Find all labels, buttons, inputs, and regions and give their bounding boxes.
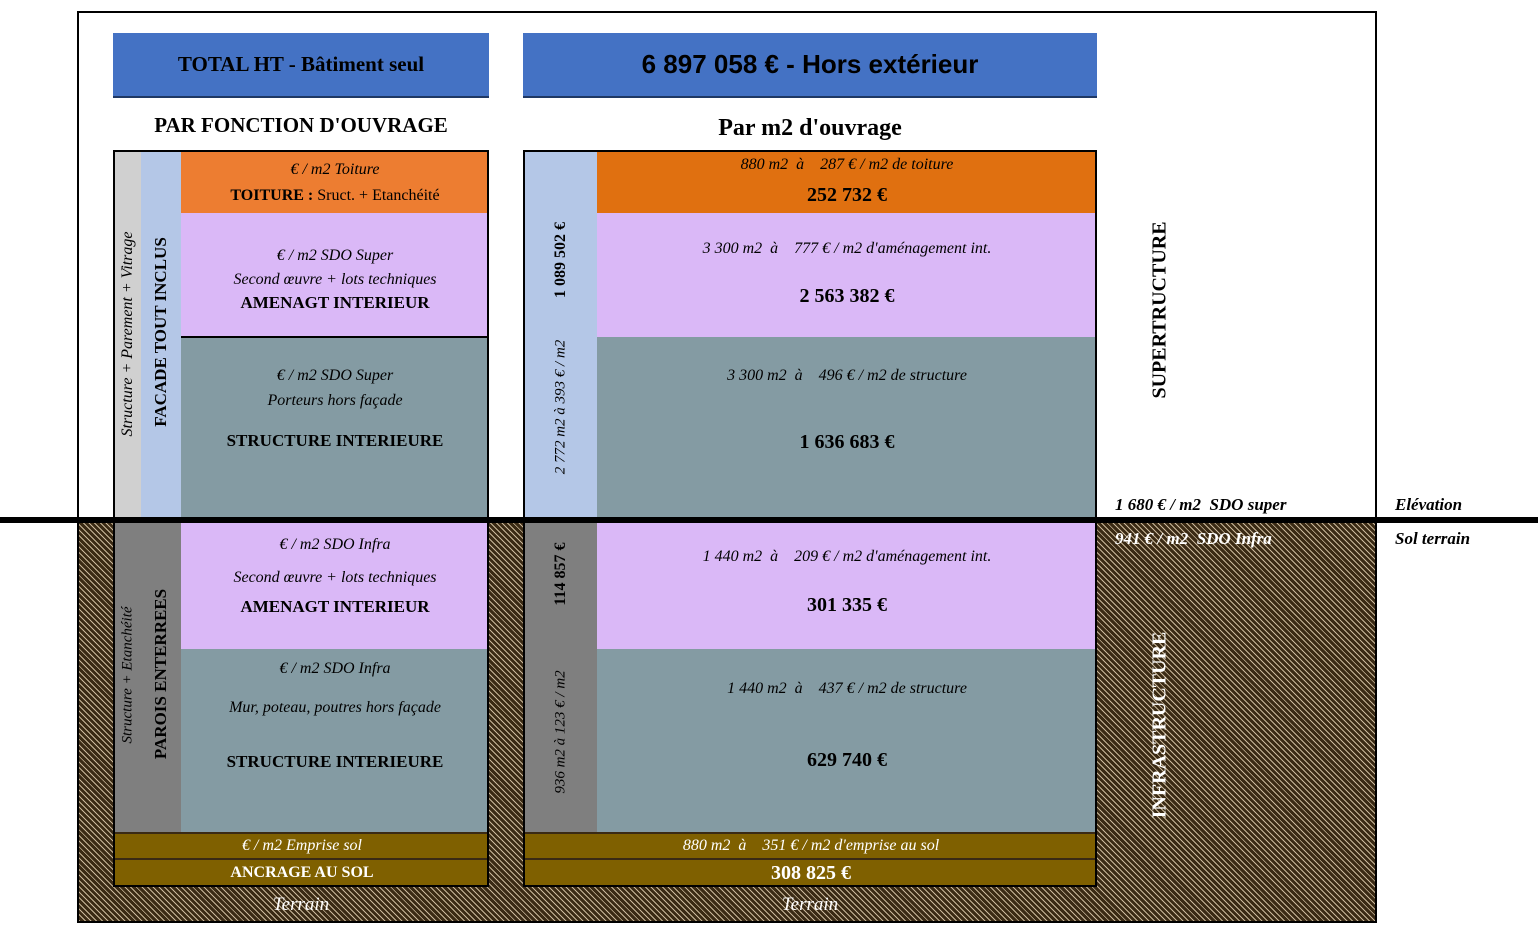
right-panel-infra: 114 857 € 936 m2 à 123 € / m2 1 440 m2 à… — [523, 522, 1097, 887]
ancrage-cell: ANCRAGE AU SOL — [115, 858, 487, 885]
ancrage-title: ANCRAGE AU SOL — [230, 864, 374, 881]
struct-infra-sub1: € / m2 SDO Infra — [279, 660, 391, 677]
total-value: 6 897 058 € - Hors extérieur — [641, 49, 979, 79]
super-side-label: Structure + Parement + Vitrage — [119, 231, 136, 437]
total-label-box: TOTAL HT - Bâtiment seul — [113, 33, 489, 98]
toiture-cell: € / m2 Toiture TOITURE : Sruct. + Etanch… — [181, 152, 487, 213]
left-panel-super: Structure + Parement + Vitrage FACADE TO… — [113, 150, 489, 520]
toiture-sub: € / m2 Toiture — [290, 160, 380, 178]
struct-super-line: 3 300 m2 à 496 € / m2 de structure — [727, 367, 967, 384]
facade-super-column: 1 089 502 € 2 772 m2 à 393 € / m2 — [525, 152, 597, 520]
toiture-title-bold: TOITURE : — [230, 186, 314, 204]
struct-super-sub2: Porteurs hors façade — [267, 392, 403, 409]
infra-side-label: Structure + Etanchéité — [119, 606, 136, 744]
struct-super-value-cell: 3 300 m2 à 496 € / m2 de structure 1 636… — [597, 337, 1095, 520]
facade-infra-total: 114 857 € — [552, 542, 569, 606]
struct-infra-line: 1 440 m2 à 437 € / m2 de structure — [727, 680, 967, 697]
amenagt-infra-cell: € / m2 SDO Infra Second œuvre + lots tec… — [181, 522, 487, 649]
amenagt-super-cell: € / m2 SDO Super Second œuvre + lots tec… — [181, 213, 487, 337]
amenagt-super-title: AMENAGT INTERIEUR — [240, 293, 430, 312]
emprise-value-cell: 880 m2 à 351 € / m2 d'emprise au sol — [525, 832, 1095, 858]
right-panel-title: Par m2 d'ouvrage — [718, 114, 902, 141]
amenagt-infra-sub1: € / m2 SDO Infra — [279, 536, 391, 553]
left-panel-infra: Structure + Etanchéité PAROIS ENTERREES … — [113, 522, 489, 887]
amenagt-infra-value: 301 335 € — [807, 594, 887, 616]
ancrage-value: 308 825 € — [771, 862, 851, 884]
toiture-title: TOITURE : Sruct. + Etanchéité — [230, 187, 439, 205]
amenagt-super-value-cell: 3 300 m2 à 777 € / m2 d'aménagement int.… — [597, 213, 1095, 337]
superstructure-label: SUPERTRUCTURE — [1148, 221, 1171, 399]
infrastructure-label: INFRASTRUCTURE — [1148, 631, 1171, 819]
struct-super-title: STRUCTURE INTERIEURE — [226, 431, 444, 450]
emprise-line: 880 m2 à 351 € / m2 d'emprise au sol — [682, 837, 940, 854]
left-panel-title: PAR FONCTION D'OUVRAGE — [154, 112, 448, 137]
emprise-sub: € / m2 Emprise sol — [242, 837, 362, 854]
elevation-label: Elévation — [1395, 495, 1463, 514]
amenagt-infra-line: 1 440 m2 à 209 € / m2 d'aménagement int. — [702, 548, 992, 565]
total-value-box: 6 897 058 € - Hors extérieur — [523, 33, 1097, 98]
toiture-line: 880 m2 à 287 € / m2 de toiture — [740, 156, 954, 173]
amenagt-infra-title: AMENAGT INTERIEUR — [240, 597, 430, 616]
struct-super-sub1: € / m2 SDO Super — [276, 367, 394, 384]
emprise-cell: € / m2 Emprise sol — [115, 832, 487, 858]
amenagt-infra-value-cell: 1 440 m2 à 209 € / m2 d'aménagement int.… — [597, 522, 1095, 649]
facade-label: FACADE TOUT INCLUS — [151, 237, 170, 427]
amenagt-super-sub2: Second œuvre + lots techniques — [233, 271, 437, 288]
right-panel-super: 1 089 502 € 2 772 m2 à 393 € / m2 880 m2… — [523, 150, 1097, 520]
toiture-value: 252 732 € — [807, 184, 887, 206]
left-super-divider — [181, 336, 487, 338]
infra-side-column: Structure + Etanchéité PAROIS ENTERREES — [115, 522, 181, 832]
struct-infra-title: STRUCTURE INTERIEURE — [226, 752, 444, 771]
total-label: TOTAL HT - Bâtiment seul — [177, 52, 425, 76]
ground-line — [0, 517, 1538, 523]
toiture-value-cell: 880 m2 à 287 € / m2 de toiture 252 732 € — [597, 152, 1095, 213]
facade-super-total: 1 089 502 € — [552, 222, 569, 298]
facade-infra-ratio: 936 m2 à 123 € / m2 — [552, 670, 569, 794]
facade-super-ratio: 2 772 m2 à 393 € / m2 — [552, 339, 569, 475]
amenagt-super-value: 2 563 382 € — [799, 285, 895, 307]
struct-super-value: 1 636 683 € — [799, 431, 895, 453]
amenagt-infra-sub2: Second œuvre + lots techniques — [233, 569, 437, 586]
parois-label: PAROIS ENTERREES — [151, 588, 170, 760]
sdo-super-label: 1 680 € / m2 SDO super — [1115, 495, 1287, 514]
struct-infra-cell: € / m2 SDO Infra Mur, poteau, poutres ho… — [181, 649, 487, 832]
sol-terrain-label: Sol terrain — [1395, 529, 1471, 548]
terrain-left: Terrain — [272, 894, 330, 915]
amenagt-super-sub1: € / m2 SDO Super — [276, 247, 394, 264]
terrain-right: Terrain — [781, 894, 839, 915]
struct-super-cell: € / m2 SDO Super Porteurs hors façade ST… — [181, 337, 487, 520]
facade-column: FACADE TOUT INCLUS — [141, 152, 181, 520]
ancrage-value-cell: 308 825 € — [525, 858, 1095, 885]
amenagt-super-line: 3 300 m2 à 777 € / m2 d'aménagement int. — [702, 240, 992, 257]
toiture-title-rest: Sruct. + Etanchéité — [313, 186, 440, 204]
struct-infra-value: 629 740 € — [807, 749, 887, 771]
struct-infra-sub2: Mur, poteau, poutres hors façade — [229, 699, 441, 716]
struct-infra-value-cell: 1 440 m2 à 437 € / m2 de structure 629 7… — [597, 649, 1095, 832]
super-side-column: Structure + Parement + Vitrage — [115, 152, 141, 520]
sdo-infra-label: 941 € / m2 SDO Infra — [1115, 529, 1272, 548]
facade-infra-column: 114 857 € 936 m2 à 123 € / m2 — [525, 522, 597, 832]
